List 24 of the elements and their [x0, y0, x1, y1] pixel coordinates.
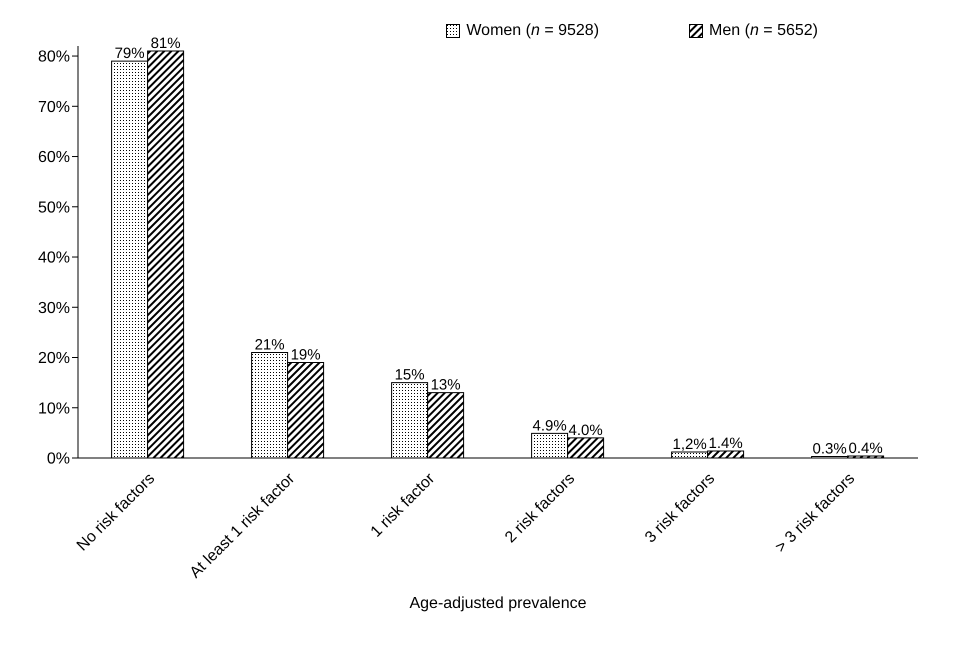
- data-label: 81%: [150, 35, 181, 52]
- y-tick-label: 80%: [38, 48, 70, 66]
- y-tick-label: 40%: [38, 250, 70, 267]
- data-label: 13%: [430, 376, 461, 394]
- data-label: 4.0%: [568, 422, 603, 439]
- data-label: 19%: [290, 346, 321, 364]
- y-tick-label: 20%: [38, 350, 70, 368]
- data-label: 4.9%: [532, 417, 567, 434]
- y-tick-label: 50%: [38, 199, 70, 216]
- data-label: 15%: [394, 366, 425, 384]
- data-label: 21%: [254, 336, 285, 354]
- y-tick-label: 10%: [38, 400, 70, 418]
- data-label: 0.4%: [848, 440, 883, 457]
- legend-label: Men (n = 5652): [709, 22, 818, 40]
- y-tick-label: 0%: [46, 450, 70, 468]
- y-tick-label: 30%: [38, 300, 70, 317]
- x-axis-title: Age-adjusted prevalence: [409, 595, 587, 612]
- data-label: 79%: [114, 45, 145, 62]
- data-label: 0.3%: [812, 440, 847, 458]
- data-label: 1,2%: [672, 436, 707, 453]
- y-tick-label: 70%: [38, 98, 70, 116]
- y-tick-label: 60%: [38, 149, 70, 166]
- data-label: 1.4%: [708, 434, 743, 452]
- legend-label: Women (n = 9528): [466, 22, 600, 40]
